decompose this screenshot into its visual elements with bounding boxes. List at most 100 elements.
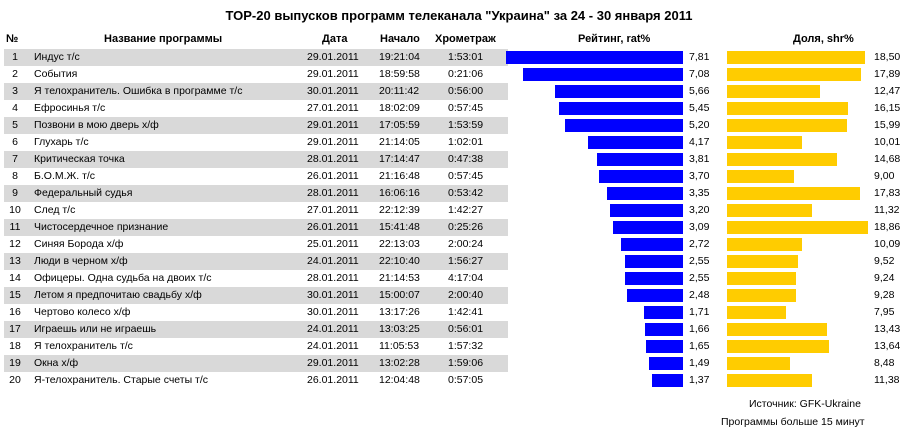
rating-value: 7,08	[689, 68, 710, 80]
program-name: Чистосердечное признание	[34, 221, 169, 233]
share-value: 13,43	[874, 323, 901, 335]
row-number: 12	[9, 238, 21, 250]
share-bar	[727, 306, 787, 319]
duration: 4:17:04	[448, 272, 484, 284]
program-name: Индус т/с	[34, 51, 80, 63]
table-row: 11 Чистосердечное признание 26.01.2011 15:4…	[0, 219, 918, 236]
rating-value: 3,81	[689, 153, 710, 165]
duration: 0:56:00	[448, 85, 484, 97]
share-bar	[727, 221, 868, 234]
table-row: 3 Я телохранитель. Ошибка в программе т/с…	[0, 83, 918, 100]
duration: 2:00:24	[448, 238, 484, 250]
program-name: Чертово колесо х/ф	[34, 306, 131, 318]
row-number: 15	[9, 289, 21, 301]
duration: 0:53:42	[448, 187, 484, 199]
share-bar	[727, 255, 799, 268]
share-bar	[727, 323, 828, 336]
share-value: 17,83	[874, 187, 901, 199]
rating-bar	[645, 323, 683, 336]
start-time: 17:05:59	[379, 119, 420, 131]
program-name: Критическая точка	[34, 153, 125, 165]
share-value: 18,86	[874, 221, 901, 233]
rating-bar	[651, 374, 683, 387]
start-time: 18:02:09	[379, 102, 420, 114]
program-name: Ефросинья т/с	[34, 102, 106, 114]
row-number: 19	[9, 357, 21, 369]
rating-bar	[607, 187, 683, 200]
rating-bar	[625, 255, 683, 268]
table-row: 16 Чертово колесо х/ф 30.01.2011 13:17:26 1:…	[0, 304, 918, 321]
start-time: 11:05:53	[379, 340, 420, 352]
share-value: 10,01	[874, 136, 901, 148]
program-name: Б.О.М.Ж. т/с	[34, 170, 96, 182]
share-bar	[727, 272, 797, 285]
duration: 1:42:41	[448, 306, 484, 318]
rating-value: 2,55	[689, 255, 710, 267]
row-number: 7	[12, 153, 18, 165]
rating-value: 1,66	[689, 323, 710, 335]
share-value: 18,50	[874, 51, 901, 63]
rating-bar	[626, 289, 683, 302]
rating-value: 1,65	[689, 340, 710, 352]
rating-value: 5,20	[689, 119, 710, 131]
start-time: 22:13:03	[379, 238, 420, 250]
air-date: 30.01.2011	[307, 85, 359, 97]
rating-value: 3,35	[689, 187, 710, 199]
air-date: 24.01.2011	[307, 340, 359, 352]
duration: 0:57:45	[448, 102, 484, 114]
start-time: 22:12:39	[379, 204, 420, 216]
share-bar	[727, 357, 791, 370]
share-value: 9,00	[874, 170, 895, 182]
row-number: 6	[12, 136, 18, 148]
table-row: 8 Б.О.М.Ж. т/с 26.01.2011 21:16:48 0:57:45 3,…	[0, 168, 918, 185]
duration: 0:21:06	[448, 68, 484, 80]
table-row: 20 Я-телохранитель. Старые счеты т/с 26.01…	[0, 372, 918, 389]
start-time: 13:17:26	[379, 306, 420, 318]
start-time: 22:10:40	[379, 255, 420, 267]
air-date: 27.01.2011	[307, 204, 359, 216]
air-date: 26.01.2011	[307, 374, 359, 386]
share-bar	[727, 85, 821, 98]
duration: 1:57:32	[448, 340, 484, 352]
row-number: 5	[12, 119, 18, 131]
program-name: Я телохранитель. Ошибка в программе т/с	[34, 85, 243, 97]
start-time: 12:04:48	[379, 374, 420, 386]
start-time: 18:59:58	[379, 68, 420, 80]
table-row: 7 Критическая точка 28.01.2011 17:14:47 0:47…	[0, 151, 918, 168]
rating-value: 4,17	[689, 136, 710, 148]
start-time: 20:11:42	[379, 85, 420, 97]
table-row: 19 Окна х/ф 29.01.2011 13:02:28 1:59:06 1,49 8…	[0, 355, 918, 372]
duration: 0:25:26	[448, 221, 484, 233]
air-date: 24.01.2011	[307, 323, 359, 335]
air-date: 28.01.2011	[307, 153, 359, 165]
row-number: 4	[12, 102, 18, 114]
rating-bar	[554, 85, 683, 98]
header-start: Начало	[380, 33, 420, 45]
row-number: 2	[12, 68, 18, 80]
duration: 0:56:01	[448, 323, 484, 335]
rating-value: 2,72	[689, 238, 710, 250]
share-bar	[727, 187, 861, 200]
row-number: 9	[12, 187, 18, 199]
start-time: 15:00:07	[379, 289, 420, 301]
duration: 0:47:38	[448, 153, 484, 165]
share-value: 16,15	[874, 102, 901, 114]
share-value: 15,99	[874, 119, 901, 131]
table-row: 4 Ефросинья т/с 27.01.2011 18:02:09 0:57:45 5…	[0, 100, 918, 117]
start-time: 21:14:53	[379, 272, 420, 284]
rating-value: 7,81	[689, 51, 710, 63]
table-row: 5 Позвони в мою дверь х/ф 29.01.2011 17:05:…	[0, 117, 918, 134]
rating-value: 3,20	[689, 204, 710, 216]
share-value: 13,64	[874, 340, 901, 352]
share-value: 17,89	[874, 68, 901, 80]
rating-value: 1,37	[689, 374, 710, 386]
rating-value: 1,71	[689, 306, 710, 318]
start-time: 13:03:25	[379, 323, 420, 335]
table-row: 12 Синяя Борода х/ф 25.01.2011 22:13:03 2:00…	[0, 236, 918, 253]
rating-value: 2,55	[689, 272, 710, 284]
table-row: 17 Играешь или не играешь 24.01.2011 13:03:…	[0, 321, 918, 338]
program-name: События	[34, 68, 78, 80]
header-name: Название программы	[104, 33, 223, 45]
program-name: Я телохранитель т/с	[34, 340, 133, 352]
duration: 1:02:01	[448, 136, 484, 148]
